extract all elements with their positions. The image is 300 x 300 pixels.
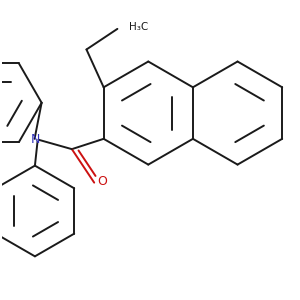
- Text: O: O: [98, 175, 107, 188]
- Text: N: N: [31, 133, 40, 146]
- Text: H₃C: H₃C: [129, 22, 148, 32]
